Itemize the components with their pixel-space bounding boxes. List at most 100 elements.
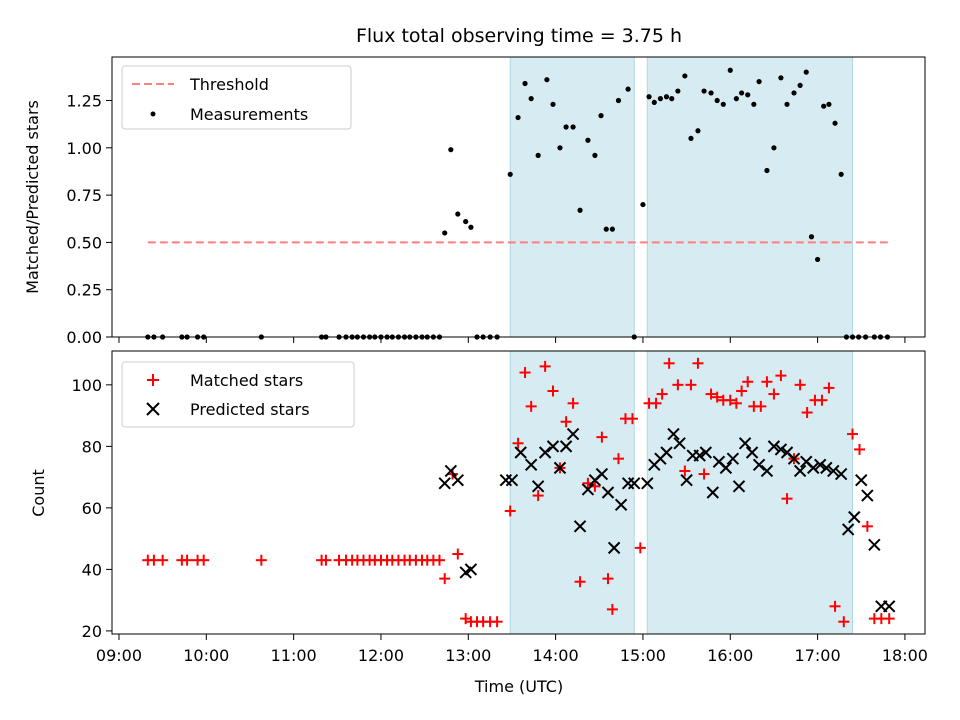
y-tick-label: 1.25 bbox=[66, 92, 102, 111]
y-tick-label: 100 bbox=[71, 376, 102, 395]
measurement-point bbox=[745, 92, 751, 98]
predicted-star-point bbox=[855, 473, 868, 487]
predicted-star-point bbox=[814, 458, 827, 472]
measurement-point bbox=[442, 230, 448, 236]
measurement-point bbox=[720, 101, 726, 107]
matched-star-point bbox=[679, 465, 691, 477]
measurement-point bbox=[669, 96, 675, 102]
y-tick-label: 20 bbox=[82, 622, 102, 641]
y-tick-label: 1.00 bbox=[66, 139, 102, 158]
matched-star-point bbox=[663, 357, 675, 369]
matched-star-point bbox=[730, 397, 742, 409]
measurement-point bbox=[663, 94, 670, 100]
top-legend: Threshold Measurements bbox=[121, 65, 352, 130]
measurement-point bbox=[550, 101, 556, 107]
matched-star-point bbox=[567, 397, 579, 409]
y-tick-label: 0.25 bbox=[66, 281, 102, 300]
measurement-point bbox=[603, 226, 609, 232]
matched-star-point bbox=[698, 468, 710, 480]
predicted-star-point bbox=[745, 446, 759, 459]
threshold-legend-label: Threshold bbox=[189, 75, 269, 94]
x-tick-label: 13:00 bbox=[445, 646, 491, 665]
observing-window bbox=[509, 56, 635, 338]
measurement-point bbox=[585, 137, 591, 143]
measurement-point bbox=[640, 201, 646, 208]
x-tick-label: 12:00 bbox=[358, 646, 404, 665]
measurement-point bbox=[797, 82, 803, 88]
predicted-star-point bbox=[738, 437, 752, 450]
predicted-star-point bbox=[793, 464, 807, 478]
matched-star-point bbox=[847, 428, 859, 440]
matched-star-point bbox=[883, 613, 895, 625]
x-tick-label: 11:00 bbox=[271, 646, 317, 665]
predicted-star-point bbox=[719, 461, 733, 475]
predicted-star-point bbox=[760, 464, 774, 478]
matched-star-point bbox=[755, 400, 767, 412]
x-tick-label: 09:00 bbox=[96, 646, 142, 665]
top-x-ticks bbox=[118, 337, 906, 343]
measurement-point bbox=[522, 80, 528, 87]
matched-star-point bbox=[705, 388, 717, 400]
x-tick-label: 18:00 bbox=[882, 646, 928, 665]
predicted-star-point bbox=[505, 473, 519, 487]
matched-star-point bbox=[612, 453, 624, 465]
matched-star-point bbox=[823, 382, 835, 394]
matched-star-point bbox=[596, 431, 608, 443]
predicted-star-point bbox=[438, 477, 451, 490]
measurement-point bbox=[808, 234, 815, 240]
observing-window bbox=[509, 350, 635, 635]
predicted-star-point bbox=[531, 480, 545, 493]
measurements-legend-swatch bbox=[150, 111, 156, 117]
measurement-point bbox=[701, 88, 707, 94]
count-panel: 20 40 60 80 100 09:00 10:00 11:00 12:00 13:00 14:… bbox=[29, 350, 928, 696]
bottom-y-axis-label: Count bbox=[29, 469, 48, 517]
measurement-point bbox=[535, 152, 541, 158]
measurement-point bbox=[688, 135, 694, 141]
measurement-point bbox=[646, 94, 652, 100]
y-tick-label: 0.75 bbox=[66, 186, 102, 205]
predicted-star-point bbox=[868, 538, 881, 552]
predicted-star-point bbox=[667, 427, 680, 441]
matched-star-point bbox=[829, 600, 841, 612]
matched-star-point bbox=[768, 388, 780, 400]
y-tick-label: 60 bbox=[82, 499, 102, 518]
matched-star-point bbox=[794, 379, 806, 391]
predicted-star-point bbox=[774, 443, 788, 456]
predicted-star-point bbox=[524, 458, 538, 472]
matched-star-point bbox=[685, 379, 697, 391]
matched-star-point bbox=[433, 554, 445, 566]
matched-star-point bbox=[320, 554, 332, 566]
measurement-point bbox=[577, 207, 583, 213]
predicted-star-point bbox=[693, 449, 706, 462]
matched-star-point bbox=[775, 370, 787, 382]
x-tick-label: 16:00 bbox=[707, 646, 753, 665]
predicted-star-point bbox=[726, 452, 740, 465]
predicted-star-point bbox=[861, 489, 874, 502]
measurement-point bbox=[515, 114, 521, 121]
predicted-star-point bbox=[573, 520, 587, 533]
matched-star-point bbox=[692, 357, 704, 369]
y-tick-label: 0.50 bbox=[66, 233, 102, 252]
measurement-point bbox=[463, 218, 469, 225]
observing-window bbox=[646, 56, 854, 338]
top-y-axis-label: Matched/Predicted stars bbox=[23, 100, 42, 294]
bottom-legend-box bbox=[121, 361, 355, 428]
measurement-point bbox=[682, 73, 688, 79]
bottom-plot-frame bbox=[111, 350, 926, 635]
measurement-point bbox=[708, 90, 714, 96]
matched-star-point bbox=[781, 493, 793, 505]
measurement-point bbox=[832, 120, 838, 126]
measurement-point bbox=[657, 96, 664, 102]
measurement-point bbox=[764, 167, 770, 174]
matched-star-point bbox=[761, 376, 773, 388]
bottom-x-ticks: 09:00 10:00 11:00 12:00 13:00 14:00 15:00 16:00… bbox=[96, 634, 928, 665]
predicted-star-point bbox=[787, 452, 801, 465]
measurements-legend-label: Measurements bbox=[190, 105, 308, 124]
measurement-point bbox=[733, 96, 739, 102]
predicted-star-point bbox=[752, 458, 766, 472]
matched-star-point bbox=[181, 554, 193, 566]
matched-star-point bbox=[452, 548, 464, 560]
chart-title: Flux total observing time = 3.75 h bbox=[356, 25, 682, 47]
predicted-star-point bbox=[627, 477, 641, 490]
